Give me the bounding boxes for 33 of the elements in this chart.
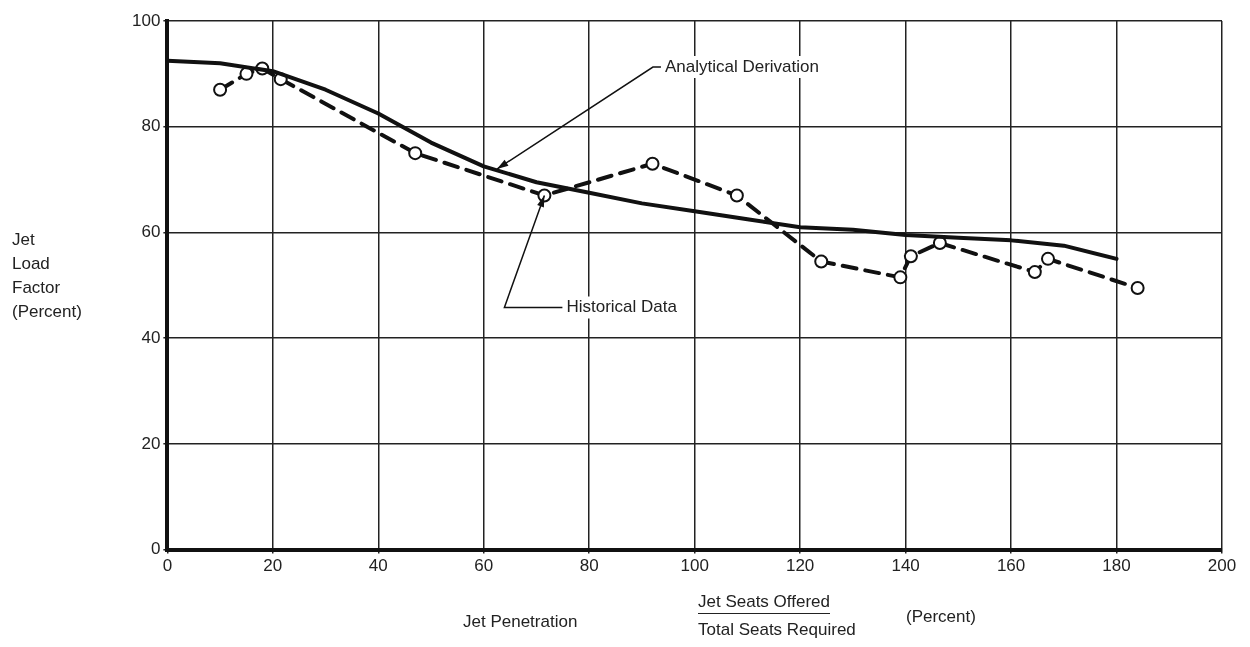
point [1027,265,1042,280]
point [408,146,423,161]
point [814,254,829,269]
y-tick-label: 0 [150,539,161,559]
point [893,270,908,285]
point [1130,280,1145,295]
point [213,82,228,97]
y-tick-label: 80 [141,116,161,136]
x-tick-label: 80 [579,556,599,576]
y-axis-title: Jet Load Factor (Percent) [12,229,82,323]
x-tick-label: 60 [474,556,494,576]
x-tick-label: 200 [1207,556,1237,576]
x-tick-label: 120 [785,556,815,576]
point [729,188,744,203]
x-tick-label: 100 [680,556,709,576]
text: Jet Seats Offered [698,592,830,614]
text: Total Seats Required [698,620,856,640]
x-tick-label: 180 [1102,556,1131,576]
annotation: Historical Data [566,297,678,317]
point [903,249,918,264]
y-tick-label: 40 [141,327,161,347]
x-tick-label: 40 [368,556,388,576]
x-tick-label: 160 [996,556,1026,576]
text: (Percent) [906,607,976,627]
y-tick-label: 60 [141,222,161,242]
point [645,156,660,171]
point [1040,251,1055,266]
x-axis-title: Jet Penetration [463,612,578,632]
y-tick-label: 20 [141,433,161,453]
annotation: Analytical Derivation [664,56,819,76]
x-tick-label: 20 [263,556,283,576]
x-tick-label: 140 [891,556,920,576]
y-tick-label: 100 [131,10,161,30]
